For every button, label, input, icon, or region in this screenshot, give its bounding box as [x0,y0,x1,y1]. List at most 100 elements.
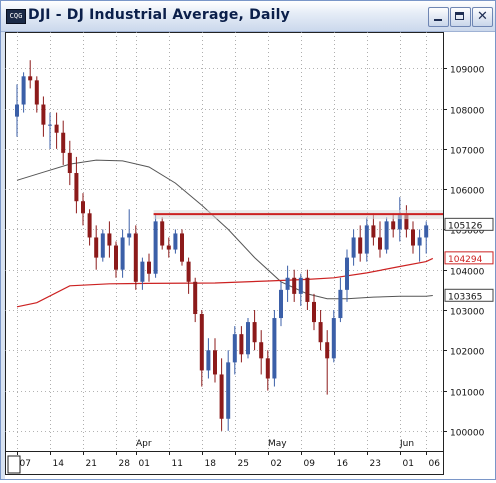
plot-frame [5,32,444,452]
candle-up [127,233,132,238]
candle-up [397,213,402,230]
candle-up [100,233,105,258]
x-tick-label: 28 [119,459,131,469]
price-label-box [444,217,494,231]
candle-down [67,152,72,174]
x-tick-label: 07 [20,459,31,469]
candle-up [48,124,52,126]
candle-up [140,261,145,282]
x-tick-label: 09 [304,459,316,469]
chart-area[interactable]: 100000 101000 102000 103000 104000 105000 1060… [5,32,495,479]
price-label: 103365 [448,292,482,302]
candle-down [312,301,316,323]
candle-up [351,237,356,258]
candle-down [265,358,270,379]
candle-down [74,173,79,202]
candle-up [206,350,211,371]
candle-down [259,342,264,359]
gridlines [5,32,444,452]
y-tick-label: 104000 [450,268,485,278]
y-tick-label: 103000 [450,308,485,318]
candle-up [153,221,158,274]
maximize-icon [455,12,464,20]
price-axis[interactable]: 100000 101000 102000 103000 104000 105000 1060… [443,66,494,439]
minimize-icon [434,19,442,21]
ma-price-label: 104294 [448,255,483,265]
candle-down [318,322,323,343]
y-tick-label: 107000 [450,147,485,157]
candle-down [87,213,92,238]
minimize-button[interactable] [428,7,449,27]
candle-down [186,261,191,282]
x-tick-label: 16 [337,459,349,469]
y-tick-label: 109000 [450,66,485,76]
candle-down [107,233,112,246]
y-tick-label: 100000 [450,429,485,439]
candle-down [166,245,171,250]
candle-down [160,221,165,246]
x-tick-label: 23 [370,459,381,469]
window-title: DJI - DJ Industrial Average, Daily [28,7,290,23]
candle-up [120,237,125,270]
candle-down [199,314,204,371]
candle-up [338,289,343,319]
candle-up [364,225,369,254]
candle-up [298,277,303,294]
month-label: Jun [399,439,414,449]
x-tick-label: 18 [205,459,217,469]
candle-down [41,104,46,125]
candle-up [285,277,290,290]
resistance-line-layer [153,210,443,220]
price-label-box [444,251,494,265]
candle-up [345,257,349,290]
candle-down [358,237,363,254]
maximize-button[interactable] [450,7,471,27]
candle-up [226,362,231,419]
y-tick-label: 102000 [450,348,485,358]
candle-down [94,237,99,258]
title-bar[interactable]: CQG DJI - DJ Industrial Average, Daily ✕ [1,1,495,32]
candle-down [81,201,85,214]
x-tick-label: 21 [86,459,97,469]
candle-up [272,318,277,379]
candle-down [325,342,330,359]
candle-up [15,104,19,117]
candle-down [34,80,39,105]
y-tick-label: 106000 [450,187,485,197]
candle-down [305,277,310,302]
candle-down [391,221,396,230]
candle-up [417,237,422,246]
candle-down [114,245,118,270]
x-tick-label: 01 [403,459,414,469]
candle-down [28,76,33,81]
x-tick-label: 02 [271,459,282,469]
candle-down [292,277,297,294]
x-tick-label: 25 [238,459,249,469]
close-button[interactable]: ✕ [472,7,493,27]
candle-down [147,261,151,274]
x-tick-label: 11 [172,459,183,469]
candle-down [219,374,224,419]
month-label: Apr [136,439,152,449]
month-label: May [268,439,287,449]
price-chart[interactable]: 100000 101000 102000 103000 104000 105000 1060… [5,32,495,479]
scroll-handle [7,455,21,474]
candle-up [232,334,237,363]
y-tick-label: 101000 [450,389,485,399]
date-axis[interactable]: 07 14 21 28 01 11 18 25 02 09 16 23 01 06 Apr May Jun [5,439,444,475]
candle-up [21,76,26,105]
candle-down [133,233,138,282]
candle-down [404,213,409,230]
close-icon: ✕ [477,9,488,24]
candle-down [239,334,244,355]
y-tick-label: 105000 [450,227,485,237]
candlesticks [15,60,429,431]
app-logo-icon: CQG [6,9,26,24]
price-label-box [444,288,494,302]
candle-down [371,225,376,238]
y-tick-label: 108000 [450,107,485,117]
x-tick-label: 01 [139,459,150,469]
price-label: 105126 [448,221,483,231]
candle-up [246,322,250,355]
